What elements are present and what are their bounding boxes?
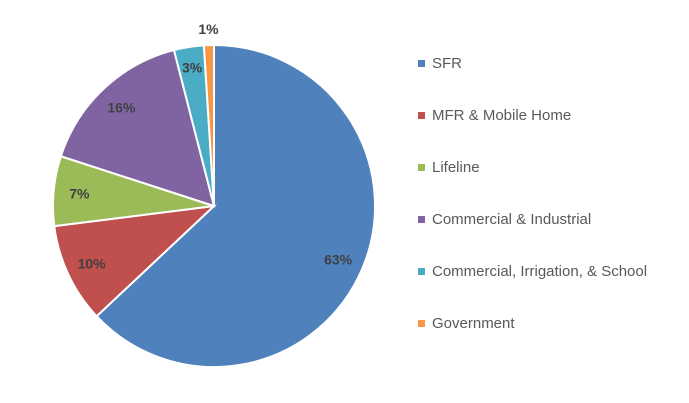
legend-label: Commercial & Industrial <box>432 211 592 228</box>
legend-label: MFR & Mobile Home <box>432 107 572 124</box>
data-label: 63% <box>324 252 353 268</box>
pie-slice-5 <box>202 43 215 207</box>
data-label: 3% <box>182 60 203 76</box>
data-label: 7% <box>69 185 90 201</box>
legend-swatch <box>418 112 425 119</box>
legend-label: Commercial, Irrigation, & School <box>432 263 648 280</box>
legend-swatch <box>418 268 425 275</box>
data-label: 10% <box>78 256 107 272</box>
legend-swatch <box>418 164 425 171</box>
pie-slice-1 <box>53 204 217 318</box>
legend-label: Lifeline <box>432 159 480 176</box>
data-label: 1% <box>198 21 219 37</box>
legend-swatch <box>418 60 425 67</box>
legend-swatch <box>418 320 425 327</box>
legend-label: Government <box>432 315 515 332</box>
data-label: 16% <box>107 99 136 115</box>
pie-slice-0 <box>95 43 376 368</box>
legend-swatch <box>418 216 425 223</box>
pie-slice-3 <box>59 48 216 208</box>
legend-label: SFR <box>432 55 462 72</box>
